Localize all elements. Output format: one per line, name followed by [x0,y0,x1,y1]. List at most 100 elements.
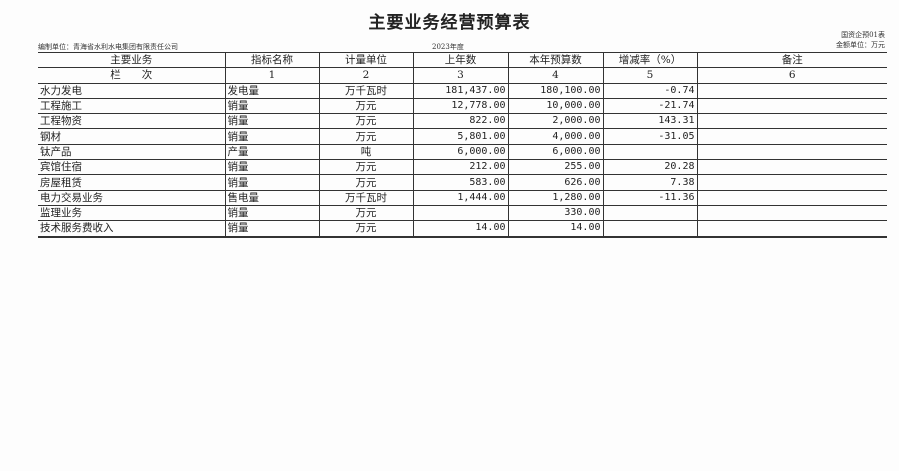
cell-indicator: 产量 [224,144,319,161]
fiscal-year: 2023年度 [432,43,464,51]
cell-business: 技术服务费收入 [38,220,225,238]
budget-table: 主要业务 指标名称 计量单位 上年数 本年预算数 增减率（%） 备注栏 次 1 2 3 4 5 6 水力发… [38,51,887,238]
table-row: 水力发电 发电量 万千瓦时 181,437.00 180,100.00 -0.74 [38,83,887,99]
cell-indicator: 销量 [224,205,319,222]
cell-business: 水力发电 [38,83,225,99]
cell-budget: 255.00 [507,159,603,176]
cell-indicator: 发电量 [224,83,319,99]
cell-indicator: 销量 [224,98,319,115]
cell-change-rate: 20.28 [602,159,697,176]
cell-business: 监理业务 [38,205,225,222]
cell-last-year: 822.00 [412,113,508,130]
cell-remark: 6 [696,67,887,84]
cell-budget: 6,000.00 [507,144,603,161]
table-row: 房屋租赁 销量 万元 583.00 626.00 7.38 [38,174,887,191]
cell-remark [696,174,887,191]
cell-change-rate: 7.38 [602,174,697,191]
page-title: 主要业务经营预算表 [368,13,531,33]
cell-indicator: 销量 [224,113,319,130]
cell-unit: 万元 [318,174,413,191]
cell-remark [696,83,887,99]
cell-budget: 本年预算数 [507,51,603,69]
cell-business: 钛产品 [38,144,225,161]
compiler-unit: 编制单位：青海省水利水电集团有限责任公司 [38,43,178,51]
cell-change-rate: -11.36 [602,190,697,206]
form-code: 国资企预01表 [841,31,885,39]
cell-remark [696,205,887,222]
table-row: 钢材 销量 万元 5,801.00 4,000.00 -31.05 [38,128,887,145]
cell-business: 钢材 [38,128,225,145]
cell-remark [696,128,887,145]
cell-unit: 万千瓦时 [318,190,413,206]
cell-budget: 180,100.00 [507,83,603,99]
cell-remark: 备注 [696,51,887,69]
table-row: 工程物资 销量 万元 822.00 2,000.00 143.31 [38,113,887,130]
cell-change-rate: 5 [602,67,697,84]
cell-last-year: 3 [412,67,508,84]
cell-unit: 计量单位 [318,51,413,69]
cell-remark [696,144,887,161]
cell-indicator: 指标名称 [224,51,319,69]
cell-indicator: 销量 [224,220,319,238]
cell-last-year: 14.00 [412,220,508,238]
cell-budget: 14.00 [507,220,603,238]
cell-business: 工程施工 [38,98,225,115]
cell-business: 电力交易业务 [38,190,225,206]
cell-business: 房屋租赁 [38,174,225,191]
cell-unit: 万千瓦时 [318,83,413,99]
cell-change-rate: 143.31 [602,113,697,130]
cell-change-rate [602,220,697,238]
cell-budget: 626.00 [507,174,603,191]
cell-unit: 万元 [318,113,413,130]
cell-unit: 万元 [318,128,413,145]
cell-last-year: 1,444.00 [412,190,508,206]
table-row: 技术服务费收入 销量 万元 14.00 14.00 [38,220,887,238]
cell-remark [696,98,887,115]
table-row: 钛产品 产量吨 6,000.00 6,000.00 [38,144,887,161]
cell-unit: 2 [318,67,413,84]
table-row: 电力交易业务 售电量 万千瓦时 1,444.00 1,280.00 -11.36 [38,190,887,206]
cell-last-year [412,205,508,222]
cell-indicator: 售电量 [224,190,319,206]
cell-last-year: 5,801.00 [412,128,508,145]
cell-budget: 4,000.00 [507,128,603,145]
cell-last-year: 583.00 [412,174,508,191]
cell-last-year: 181,437.00 [412,83,508,99]
cell-remark [696,159,887,176]
cell-last-year: 212.00 [412,159,508,176]
cell-unit: 万元 [318,220,413,238]
cell-indicator: 销量 [224,128,319,145]
cell-remark [696,220,887,238]
cell-indicator: 1 [224,67,319,84]
cell-budget: 1,280.00 [507,190,603,206]
cell-change-rate: -31.05 [602,128,697,145]
cell-unit: 万元 [318,98,413,115]
currency-unit: 金额单位：万元 [836,41,885,49]
cell-last-year: 上年数 [412,51,508,69]
cell-business: 主要业务 [38,51,225,69]
cell-business: 宾馆住宿 [38,159,225,176]
cell-budget: 10,000.00 [507,98,603,115]
cell-remark [696,113,887,130]
cell-last-year: 6,000.00 [412,144,508,161]
cell-change-rate: 增减率（%） [602,51,697,69]
cell-budget: 330.00 [507,205,603,222]
cell-last-year: 12,778.00 [412,98,508,115]
cell-budget: 4 [507,67,603,84]
cell-unit: 吨 [318,144,413,161]
table-row: 监理业务 销量 万元 330.00 [38,205,887,222]
table-row: 工程施工 销量 万元 12,778.00 10,000.00 -21.74 [38,98,887,115]
cell-indicator: 销量 [224,174,319,191]
header-row: 主要业务 指标名称 计量单位 上年数 本年预算数 增减率（%） 备注 [38,51,887,69]
cell-change-rate: -21.74 [602,98,697,115]
cell-unit: 万元 [318,159,413,176]
cell-change-rate [602,144,697,161]
cell-change-rate: -0.74 [602,83,697,99]
cell-change-rate [602,205,697,222]
cell-indicator: 销量 [224,159,319,176]
cell-business: 工程物资 [38,113,225,130]
cell-unit: 万元 [318,205,413,222]
cell-business: 栏 次 [38,67,225,84]
cell-remark [696,190,887,206]
